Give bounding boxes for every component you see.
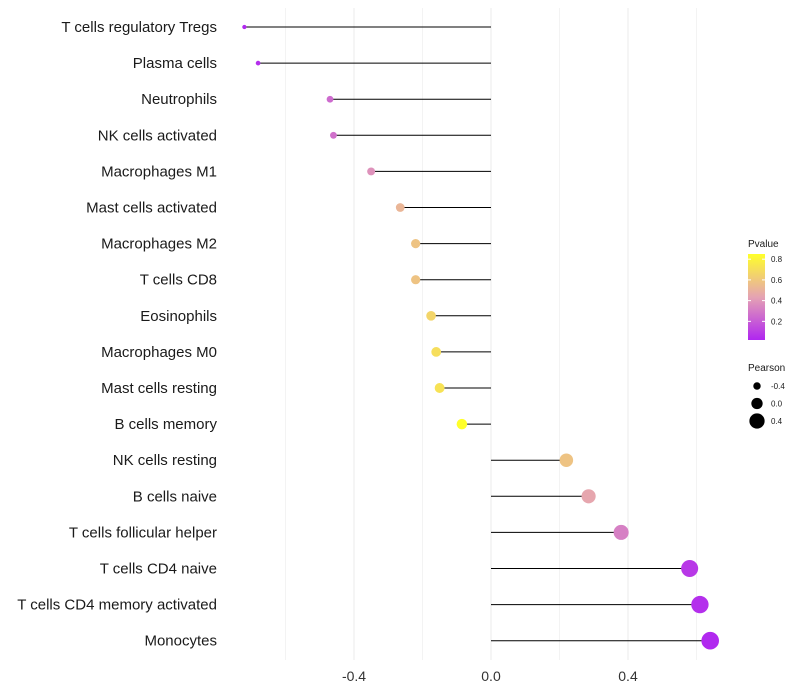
- category-label: T cells CD8: [140, 272, 217, 289]
- lollipop-point: [681, 559, 699, 578]
- category-label: NK cells resting: [113, 452, 217, 469]
- color-legend-label: 0.6: [771, 276, 783, 285]
- category-label: Macrophages M1: [101, 163, 217, 180]
- x-tick-label: -0.4: [342, 668, 366, 684]
- category-label: Mast cells resting: [101, 380, 217, 397]
- grid-lines: [285, 8, 697, 660]
- category-labels: T cells regulatory Tregs Plasma cells Neut…: [17, 19, 217, 650]
- size-legend-label: -0.4: [771, 382, 785, 391]
- category-label: B cells memory: [114, 416, 217, 433]
- category-label: NK cells activated: [98, 127, 217, 144]
- lollipop-point: [581, 489, 596, 504]
- size-legend-label: 0.4: [771, 417, 783, 426]
- category-label: Monocytes: [144, 633, 217, 650]
- lollipop-point: [426, 310, 436, 321]
- category-label: T cells CD4 memory activated: [17, 597, 217, 614]
- category-label: T cells follicular helper: [69, 524, 217, 541]
- lollipop-point: [431, 347, 442, 357]
- category-label: Macrophages M2: [101, 236, 217, 253]
- lollipop-point: [434, 383, 445, 393]
- lollipop-point: [367, 167, 376, 176]
- color-legend-title: Pvalue: [748, 239, 779, 250]
- color-legend-label: 0.8: [771, 255, 783, 264]
- category-label: Macrophages M0: [101, 344, 217, 361]
- lollipop-point: [411, 239, 421, 249]
- category-label: T cells CD4 naive: [100, 561, 217, 578]
- size-legend-point: [751, 397, 763, 410]
- lollipop-point: [456, 418, 468, 430]
- lollipop-point: [701, 631, 720, 650]
- lollipop-point: [330, 131, 337, 139]
- size-legend-point: [753, 382, 761, 390]
- category-label: Neutrophils: [141, 91, 217, 108]
- lollipop-point: [395, 203, 405, 212]
- size-legend-title: Pearson: [748, 363, 785, 374]
- category-label: B cells naive: [133, 488, 217, 505]
- lollipop-point: [411, 275, 421, 285]
- color-legend-label: 0.2: [771, 317, 783, 326]
- lollipop-segments: [244, 26, 711, 642]
- lollipop-point: [691, 595, 709, 614]
- category-label: Plasma cells: [133, 55, 217, 72]
- category-label: Eosinophils: [140, 308, 217, 325]
- category-label: Mast cells activated: [86, 200, 217, 217]
- x-tick-label: 0.4: [618, 668, 638, 684]
- lollipop-point: [326, 95, 334, 103]
- size-legend-label: 0.0: [771, 400, 783, 409]
- legend: Pvalue 0.8 0.6 0.4 0.2 Pearson -0.4 0.0 0.4: [748, 239, 785, 429]
- lollipop-points: [242, 24, 720, 650]
- lollipop-point: [559, 453, 574, 467]
- lollipop-point: [242, 24, 247, 30]
- lollipop-point: [613, 524, 629, 540]
- x-axis-ticks: -0.4 0.0 0.4: [342, 668, 638, 684]
- category-label: T cells regulatory Tregs: [61, 19, 217, 36]
- color-bar: [748, 254, 765, 340]
- color-legend-label: 0.4: [771, 297, 783, 306]
- x-tick-label: 0.0: [481, 668, 501, 684]
- lollipop-point: [255, 60, 261, 66]
- size-legend-point: [749, 413, 765, 429]
